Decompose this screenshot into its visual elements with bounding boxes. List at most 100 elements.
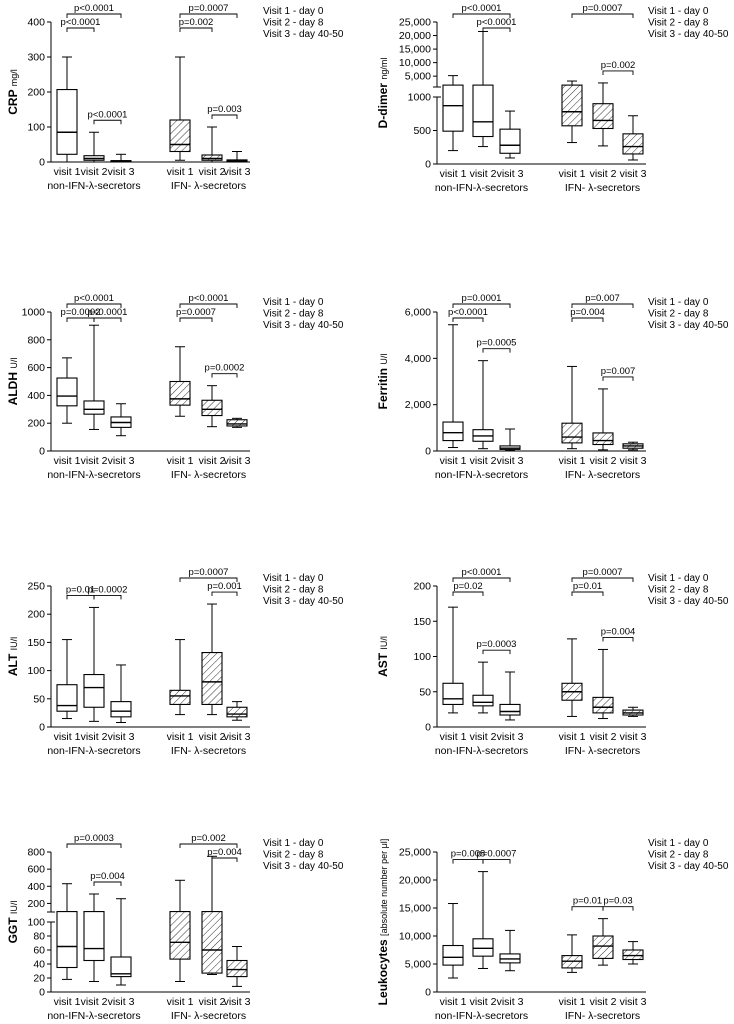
y-tick-label: 100 xyxy=(27,917,45,929)
box-3 xyxy=(169,879,191,982)
p-value-label: p=0.008 xyxy=(451,849,486,860)
box-3 xyxy=(561,638,583,717)
box-4 xyxy=(592,918,614,966)
y-tick-label: 0 xyxy=(425,446,431,458)
box-3 xyxy=(169,639,191,716)
p-value-label: p<0.0001 xyxy=(88,109,128,120)
bracket-line xyxy=(93,119,122,125)
box-1 xyxy=(472,871,494,969)
box-iqr xyxy=(592,103,614,130)
group-label: non-IFN-λ-secretors xyxy=(47,745,140,757)
p-value-label: p=0.004 xyxy=(207,847,242,858)
y-tick-label: 2,000 xyxy=(405,399,431,411)
x-tick-label: visit 3 xyxy=(497,996,524,1008)
x-tick-label: visit 1 xyxy=(559,455,586,467)
box-1 xyxy=(472,30,494,148)
p-value-label: p=0.004 xyxy=(570,307,605,318)
y-tick-label: 6,000 xyxy=(405,307,431,319)
x-tick-label: visit 2 xyxy=(590,996,617,1008)
significance-bracket: p=0.01 xyxy=(571,896,604,911)
box-1 xyxy=(472,661,494,714)
significance-bracket: p=0.0007 xyxy=(176,307,216,322)
x-tick-label: visit 1 xyxy=(54,731,81,743)
x-tick-label: visit 2 xyxy=(199,996,226,1008)
x-tick-label: visit 3 xyxy=(620,455,647,467)
y-tick-label: 400 xyxy=(27,881,45,893)
significance-bracket: p<0.0001 xyxy=(179,293,238,308)
y-axis-label: ALT IU/l xyxy=(6,637,20,676)
legend-item: Visit 1 - day 0 xyxy=(648,573,709,584)
box-1 xyxy=(83,324,105,430)
x-tick-label: visit 1 xyxy=(54,455,81,467)
bracket-line xyxy=(482,859,511,864)
box-iqr xyxy=(169,689,191,705)
box-iqr xyxy=(442,682,464,705)
x-tick-label: visit 2 xyxy=(590,455,617,467)
significance-bracket: p=0.03 xyxy=(602,896,634,911)
significance-bracket: p<0.0001 xyxy=(66,293,122,308)
bracket-line xyxy=(452,591,484,596)
y-tick-label: 5,000 xyxy=(405,959,431,971)
legend-item: Visit 2 - day 8 xyxy=(648,850,709,861)
significance-bracket: p=0.007 xyxy=(601,366,635,381)
box-0 xyxy=(56,56,78,163)
x-tick-label: visit 1 xyxy=(54,166,81,178)
p-value-label: p=0.0002 xyxy=(205,363,245,374)
box-iqr xyxy=(201,154,223,161)
bracket-line xyxy=(452,317,484,322)
significance-bracket: p=0.0005 xyxy=(477,338,516,353)
box-0 xyxy=(442,903,464,979)
box-2 xyxy=(499,929,521,972)
box-iqr xyxy=(201,652,223,705)
significance-bracket: p<0.0001 xyxy=(88,307,127,322)
x-tick-label: visit 3 xyxy=(497,168,524,180)
x-tick-label: visit 1 xyxy=(167,166,194,178)
legend-item: Visit 2 - day 8 xyxy=(263,850,324,861)
y-tick-label: 25,000 xyxy=(399,17,431,29)
significance-bracket: p=0.0007 xyxy=(179,3,238,18)
x-tick-label: visit 1 xyxy=(559,168,586,180)
y-axis-label: GGT IU/l xyxy=(6,901,20,944)
p-value-label: p=0.0003 xyxy=(74,833,114,844)
y-tick-label: 15,000 xyxy=(399,903,431,915)
bracket-line xyxy=(179,843,238,848)
box-2 xyxy=(110,403,132,437)
y-axis-label: D-dimer ng/ml xyxy=(376,58,390,129)
significance-bracket: p<0.0001 xyxy=(88,109,128,125)
group-label: IFN- λ-secretors xyxy=(171,745,246,757)
significance-bracket: p=0.004 xyxy=(90,871,125,886)
legend-item: Visit 1 - day 0 xyxy=(263,6,324,17)
box-iqr xyxy=(226,959,248,978)
y-tick-label: 1000 xyxy=(408,92,432,104)
y-axis-unit: ng/ml xyxy=(379,58,389,80)
box-0 xyxy=(442,606,464,714)
box-0 xyxy=(56,357,78,424)
legend-item: Visit 3 - day 40-50 xyxy=(263,320,344,331)
box-5 xyxy=(622,706,644,717)
significance-bracket: p=0.004 xyxy=(570,307,605,322)
p-value-label: p=0.01 xyxy=(573,581,602,592)
y-tick-label: 0 xyxy=(39,446,45,458)
x-tick-label: visit 3 xyxy=(497,731,524,743)
group-label: IFN- λ-secretors xyxy=(565,469,640,481)
box-iqr xyxy=(561,84,583,127)
y-tick-label: 400 xyxy=(27,17,45,29)
y-axis-unit: U/l xyxy=(379,354,389,365)
x-tick-label: visit 3 xyxy=(224,166,251,178)
x-tick-label: visit 3 xyxy=(497,455,524,467)
bracket-line xyxy=(179,317,213,322)
significance-bracket: p=0.007 xyxy=(571,293,634,308)
y-tick-label: 0 xyxy=(425,159,431,171)
box-iqr xyxy=(169,119,191,153)
y-tick-label: 100 xyxy=(413,651,431,663)
bracket-line xyxy=(211,591,238,597)
group-label: non-IFN-λ-secretors xyxy=(47,1010,140,1022)
legend-item: Visit 2 - day 8 xyxy=(648,585,709,596)
y-axis-label: CRP mg/l xyxy=(6,69,20,114)
box-3 xyxy=(561,365,583,450)
box-iqr xyxy=(226,706,248,718)
p-value-label: p=0.002 xyxy=(601,60,636,71)
